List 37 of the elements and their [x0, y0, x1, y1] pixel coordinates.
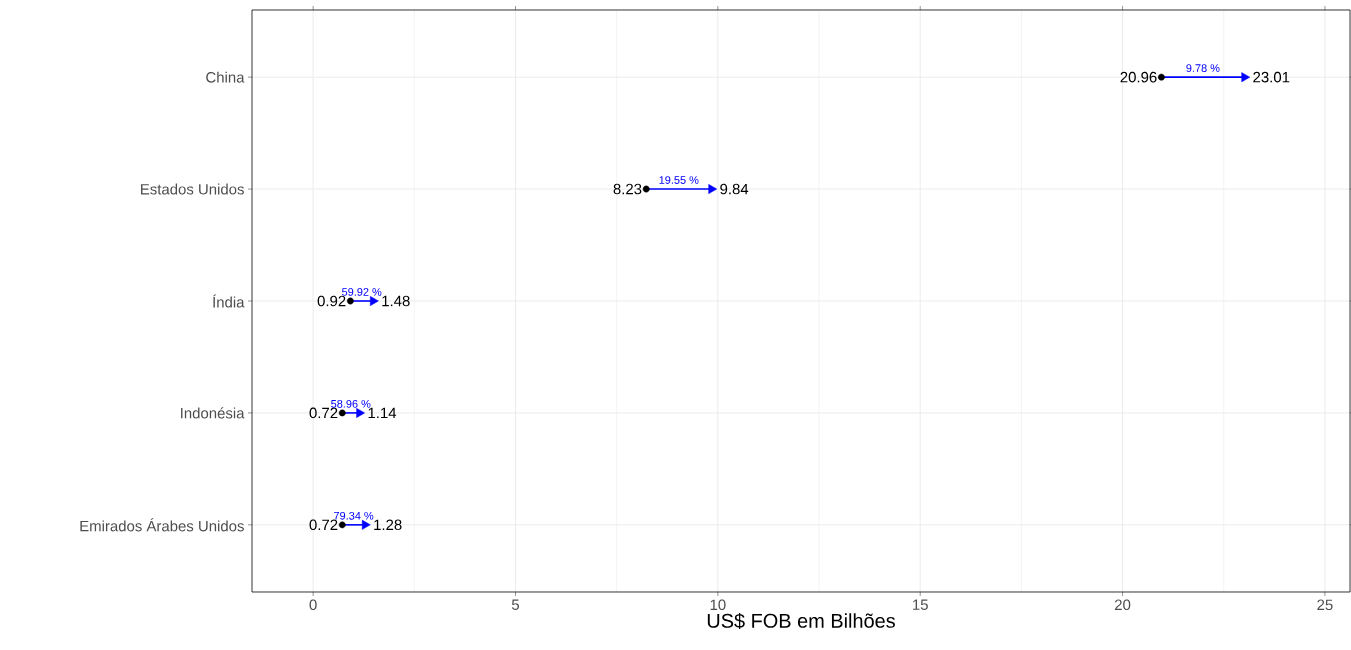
- annotation: 59.92 %: [342, 288, 382, 296]
- y-tick-label: China: [206, 71, 245, 83]
- x-tick-label: 20: [1115, 599, 1131, 611]
- y-tick-label: Índia: [213, 294, 245, 308]
- y-tick-label: Emirados Árabes Unidos: [80, 518, 244, 532]
- data-label: 0.72: [309, 407, 338, 419]
- x-tick-label: 0: [309, 599, 317, 611]
- point: [338, 521, 346, 529]
- point: [1241, 72, 1251, 83]
- point: [642, 185, 650, 193]
- data-label: 1.28: [374, 519, 402, 531]
- annotation: 58.96 %: [331, 399, 371, 408]
- data-label: 20.96: [1120, 71, 1157, 83]
- annotation: 79.34 %: [334, 511, 374, 520]
- data-label: 23.01: [1253, 71, 1290, 83]
- point: [361, 519, 371, 530]
- annotation: 19.55 %: [659, 176, 699, 184]
- point: [356, 407, 365, 418]
- point: [338, 409, 346, 417]
- data-label: 0.92: [317, 295, 346, 307]
- x-tick-label: 15: [913, 599, 928, 610]
- data-label: 0.72: [309, 519, 338, 531]
- x-axis-title: US$ FOB em Bilhões: [707, 612, 895, 630]
- y-tick-label: Indonésia: [181, 407, 245, 419]
- data-label: 9.84: [720, 183, 749, 195]
- x-tick-label: 10: [710, 599, 726, 611]
- point: [708, 184, 718, 195]
- point: [346, 297, 354, 305]
- point: [1158, 73, 1165, 81]
- data-label: 8.23: [613, 183, 642, 195]
- data-label: 1.14: [368, 407, 397, 419]
- point: [370, 296, 379, 306]
- y-tick-label: Estados Unidos: [141, 183, 244, 195]
- x-tick-label: 5: [511, 599, 520, 610]
- data-label: 1.48: [382, 295, 410, 307]
- annotation: 9.78 %: [1186, 64, 1220, 72]
- x-tick-label: 25: [1317, 599, 1333, 611]
